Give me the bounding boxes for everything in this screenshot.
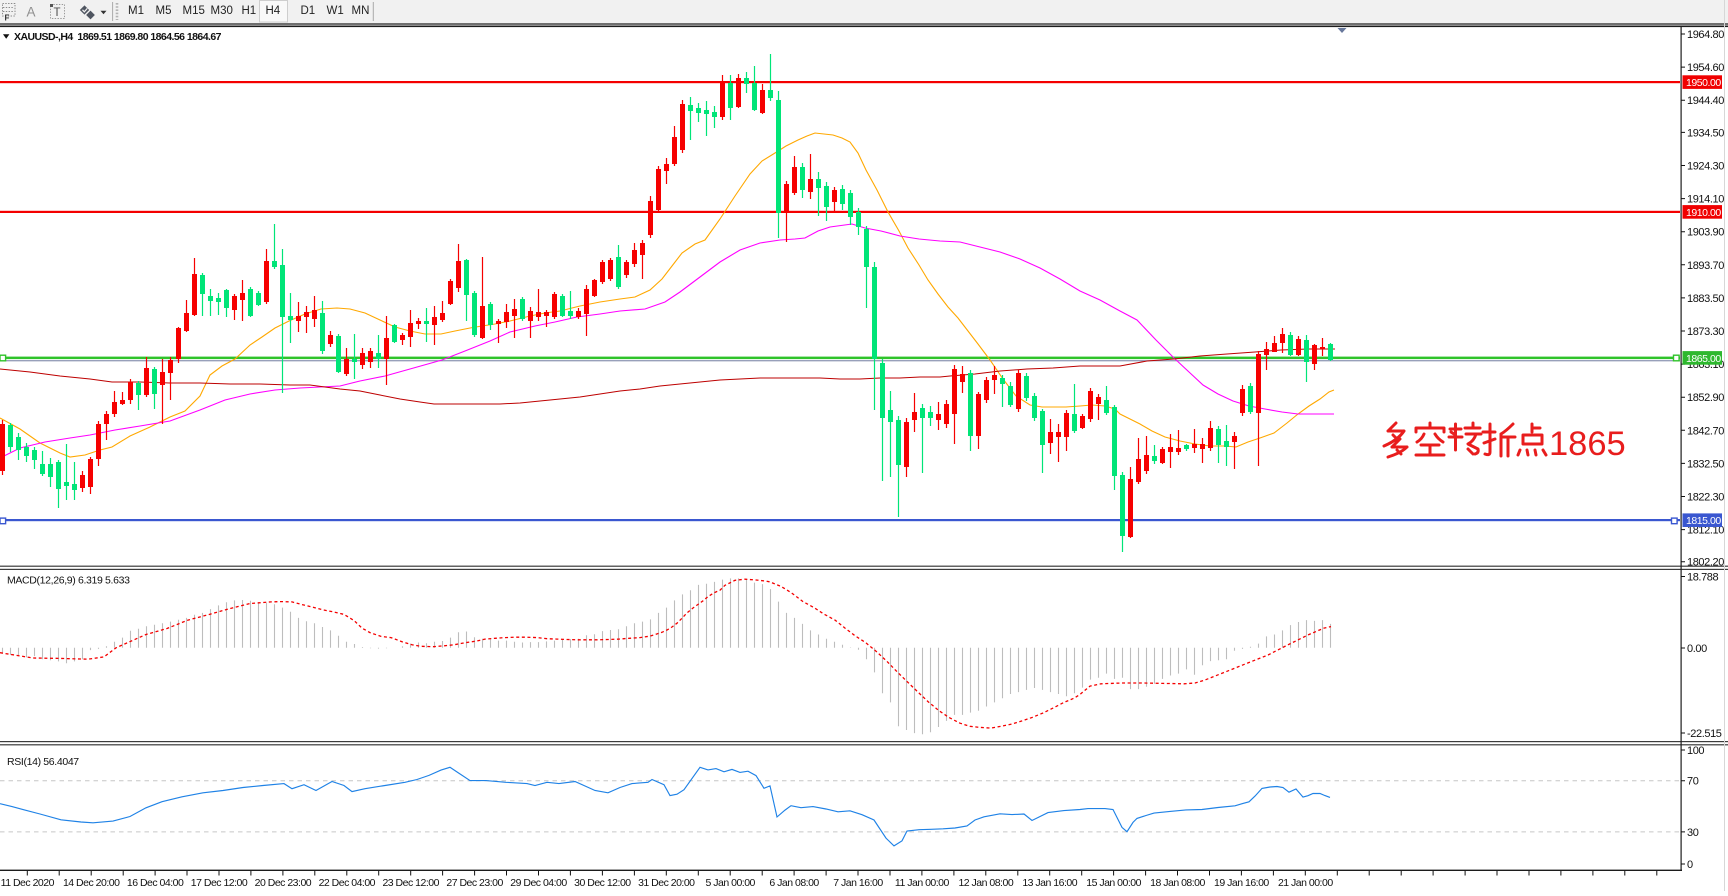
svg-text:100: 100 [1687, 745, 1704, 757]
svg-text:1893.70: 1893.70 [1687, 260, 1724, 272]
svg-text:1903.90: 1903.90 [1687, 227, 1724, 239]
svg-text:14 Dec 20:00: 14 Dec 20:00 [63, 877, 120, 889]
svg-text:1873.30: 1873.30 [1687, 326, 1724, 338]
svg-text:1832.50: 1832.50 [1687, 458, 1724, 470]
svg-text:1822.30: 1822.30 [1687, 492, 1724, 504]
svg-text:20 Dec 23:00: 20 Dec 23:00 [255, 877, 312, 889]
svg-text:1842.70: 1842.70 [1687, 425, 1724, 437]
svg-text:1924.30: 1924.30 [1687, 161, 1724, 173]
svg-text:30 Dec 12:00: 30 Dec 12:00 [574, 877, 631, 889]
svg-text:0: 0 [1687, 859, 1693, 871]
svg-text:1954.60: 1954.60 [1687, 62, 1724, 74]
svg-text:31 Dec 20:00: 31 Dec 20:00 [638, 877, 695, 889]
svg-text:1950.00: 1950.00 [1686, 77, 1721, 89]
svg-text:30: 30 [1687, 827, 1699, 839]
svg-text:RSI(14) 56.4047: RSI(14) 56.4047 [7, 756, 79, 768]
svg-text:1964.80: 1964.80 [1687, 29, 1724, 41]
svg-text:1910.00: 1910.00 [1686, 207, 1721, 219]
svg-text:7 Jan 16:00: 7 Jan 16:00 [833, 877, 883, 889]
svg-text:1883.50: 1883.50 [1687, 293, 1724, 305]
svg-text:16 Dec 04:00: 16 Dec 04:00 [127, 877, 184, 889]
svg-text:6 Jan 08:00: 6 Jan 08:00 [769, 877, 819, 889]
svg-text:12 Jan 08:00: 12 Jan 08:00 [958, 877, 1013, 889]
svg-text:17 Dec 12:00: 17 Dec 12:00 [191, 877, 248, 889]
svg-text:11 Jan 00:00: 11 Jan 00:00 [895, 877, 950, 889]
svg-text:1934.50: 1934.50 [1687, 127, 1724, 139]
svg-text:70: 70 [1687, 776, 1699, 788]
svg-text:1914.10: 1914.10 [1687, 194, 1724, 206]
svg-text:1852.90: 1852.90 [1687, 392, 1724, 404]
svg-text:XAUUSD-,H4 1869.51 1869.80 18: XAUUSD-,H4 1869.51 1869.80 1864.56 1864.… [14, 31, 222, 43]
svg-text:27 Dec 23:00: 27 Dec 23:00 [446, 877, 503, 889]
svg-text:0.00: 0.00 [1687, 643, 1707, 655]
svg-text:1815.00: 1815.00 [1686, 515, 1721, 527]
svg-text:18 Jan 08:00: 18 Jan 08:00 [1150, 877, 1205, 889]
svg-text:13 Jan 16:00: 13 Jan 16:00 [1022, 877, 1077, 889]
svg-text:23 Dec 12:00: 23 Dec 12:00 [382, 877, 439, 889]
svg-text:15 Jan 00:00: 15 Jan 00:00 [1086, 877, 1141, 889]
svg-text:11 Dec 2020: 11 Dec 2020 [1, 877, 55, 889]
svg-text:29 Dec 04:00: 29 Dec 04:00 [510, 877, 567, 889]
svg-text:19 Jan 16:00: 19 Jan 16:00 [1214, 877, 1269, 889]
svg-text:5 Jan 00:00: 5 Jan 00:00 [706, 877, 756, 889]
svg-text:18.788: 18.788 [1687, 572, 1719, 584]
svg-text:A: A [27, 5, 36, 20]
svg-text:1812.10: 1812.10 [1687, 525, 1724, 537]
svg-text:MACD(12,26,9) 6.319 5.633: MACD(12,26,9) 6.319 5.633 [7, 575, 130, 587]
svg-text:-22.515: -22.515 [1687, 728, 1722, 740]
svg-text:1802.20: 1802.20 [1687, 557, 1724, 569]
svg-text:F: F [5, 14, 10, 23]
svg-text:22 Dec 04:00: 22 Dec 04:00 [319, 877, 376, 889]
svg-text:1944.40: 1944.40 [1687, 95, 1724, 107]
svg-text:T: T [54, 7, 61, 19]
svg-text:1865: 1865 [1549, 425, 1626, 463]
svg-text:1865.00: 1865.00 [1686, 353, 1721, 365]
svg-text:21 Jan 00:00: 21 Jan 00:00 [1278, 877, 1333, 889]
